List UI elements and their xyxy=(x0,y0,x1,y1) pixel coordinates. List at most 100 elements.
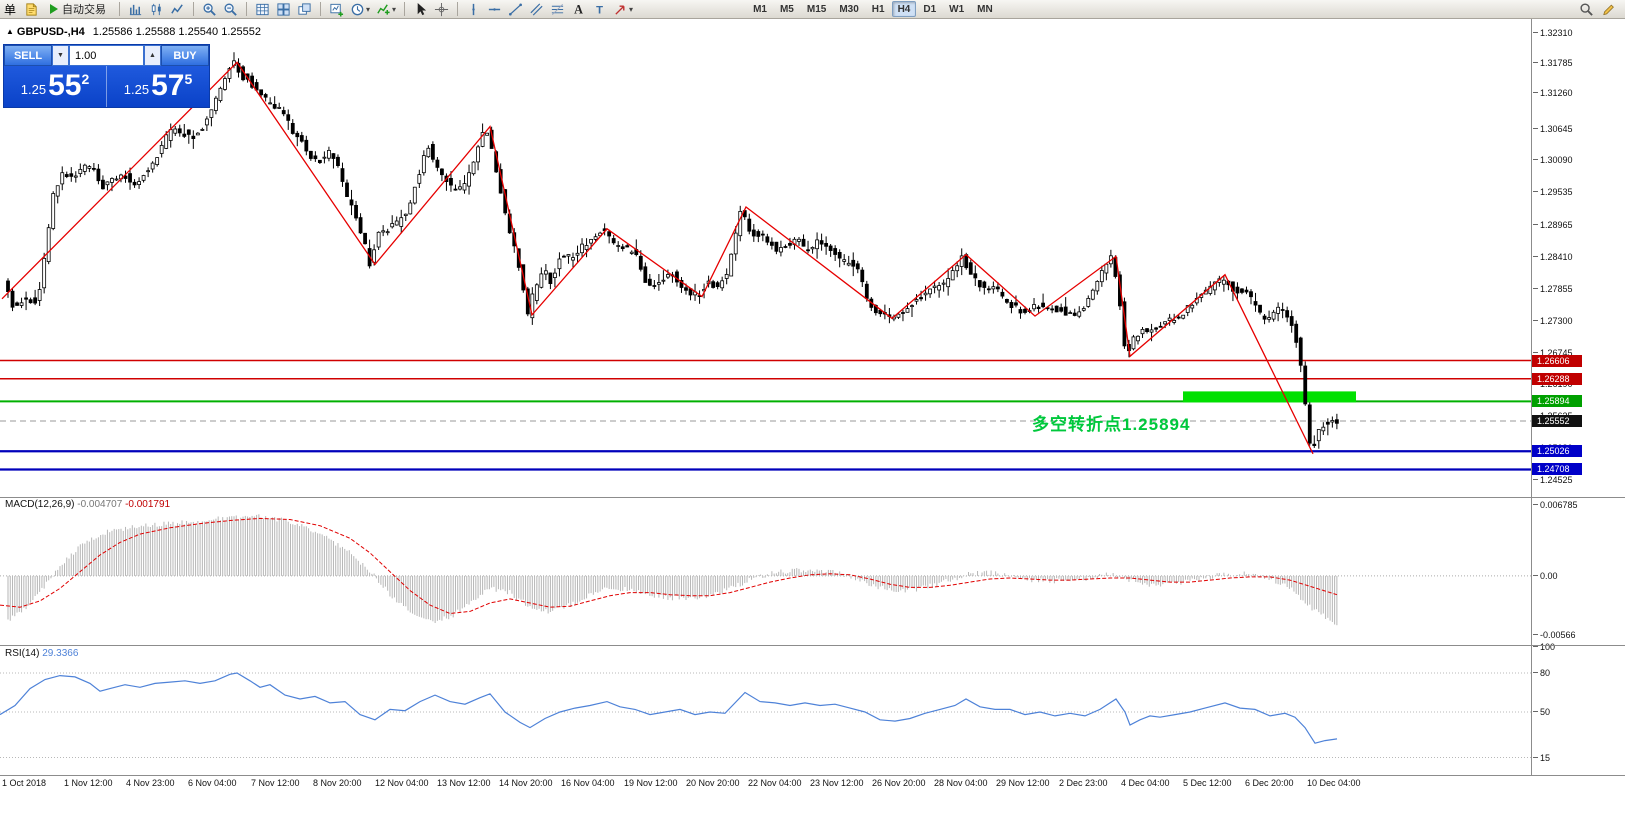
buy-button[interactable]: BUY xyxy=(161,45,209,66)
timeframe-D1-button[interactable]: D1 xyxy=(923,3,937,15)
candlestick-series xyxy=(6,52,1339,449)
chart-annotation-text[interactable]: 多空转折点1.25894 xyxy=(1032,415,1191,434)
toolbar-separator xyxy=(193,2,195,16)
time-axis-label: 2 Dec 23:00 xyxy=(1059,778,1108,788)
pane-splitter[interactable] xyxy=(0,775,1625,776)
toolbar-tile-windows-button[interactable] xyxy=(274,1,293,18)
horizontal-line-icon xyxy=(487,2,502,17)
toolbar-indicators-button[interactable]: ▾ xyxy=(374,1,398,18)
price-tick-label: 1.28410 xyxy=(1533,252,1573,262)
timeframe-W1-button[interactable]: W1 xyxy=(949,3,965,15)
rsi-tick-label: 100 xyxy=(1532,642,1556,652)
rsi-tick-label: 80 xyxy=(1532,668,1551,678)
volume-increase-button[interactable]: ▲ xyxy=(144,45,161,66)
volume-input[interactable] xyxy=(69,45,144,66)
bid-price[interactable]: 1.25 55 2 xyxy=(4,66,106,107)
time-axis-label: 23 Nov 12:00 xyxy=(810,778,864,788)
timeframe-M15-button[interactable]: M15 xyxy=(806,3,827,15)
timeframe-MN-button[interactable]: MN xyxy=(977,3,993,15)
rsi-tick-label: 15 xyxy=(1532,753,1551,763)
timeframe-H1-button[interactable]: H1 xyxy=(871,3,885,15)
time-axis[interactable]: 1 Oct 2018 1 Nov 12:00 4 Nov 23:00 6 Nov 04… xyxy=(0,775,1625,792)
symbol-period: GBPUSD-,H4 xyxy=(16,26,85,38)
price-tick-label: 1.31785 xyxy=(1533,58,1573,68)
toolbar-vertical-line-button[interactable] xyxy=(464,1,483,18)
time-axis-label: 4 Dec 04:00 xyxy=(1121,778,1170,788)
toolbar-horizontal-line-button[interactable] xyxy=(485,1,504,18)
time-axis-label: 7 Nov 12:00 xyxy=(251,778,300,788)
ask-price[interactable]: 1.25 57 5 xyxy=(107,66,209,107)
volume-decrease-button[interactable]: ▼ xyxy=(52,45,69,66)
toolbar-bar-chart-button[interactable] xyxy=(126,1,145,18)
toolbar-equidistant-channel-button[interactable] xyxy=(527,1,546,18)
toolbar-fibonacci-button[interactable] xyxy=(548,1,567,18)
time-axis-label: 6 Nov 04:00 xyxy=(188,778,237,788)
macd-tick-label: 0.006785 xyxy=(1533,500,1578,510)
toolbar-grid-button[interactable] xyxy=(253,1,272,18)
time-axis-label: 13 Nov 12:00 xyxy=(437,778,491,788)
toolbar-cascade-windows-button[interactable] xyxy=(295,1,314,18)
time-axis-label: 19 Nov 12:00 xyxy=(624,778,678,788)
toolbar-zoom-in-button[interactable] xyxy=(200,1,219,18)
time-axis-label: 1 Oct 2018 xyxy=(2,778,47,788)
rsi-chart-canvas[interactable] xyxy=(0,646,1531,775)
toolbar-right-icons xyxy=(1577,1,1618,18)
toolbar-arrows-button[interactable]: ▾ xyxy=(611,1,635,18)
timeframe-H4-button[interactable]: H4 xyxy=(891,1,917,17)
pane-splitter[interactable] xyxy=(0,497,1625,498)
toolbar-line-chart-button[interactable] xyxy=(168,1,187,18)
collapse-marker-icon[interactable]: ▲ xyxy=(6,27,14,36)
ask-big: 57 xyxy=(151,69,185,102)
zigzag-line[interactable] xyxy=(1,61,1314,455)
bid-prefix: 1.25 xyxy=(20,82,47,97)
timeframe-M5-button[interactable]: M5 xyxy=(779,3,794,15)
cursor-icon xyxy=(413,2,428,17)
time-axis-label: 26 Nov 20:00 xyxy=(872,778,926,788)
period-selector-icon xyxy=(350,2,365,17)
toolbar-edit-button[interactable] xyxy=(1599,1,1618,18)
macd-tick-label: 0.00 xyxy=(1533,571,1558,581)
rsi-value: 29.3366 xyxy=(42,648,79,659)
macd-name: MACD(12,26,9) xyxy=(5,499,75,510)
toolbar-separator xyxy=(320,2,322,16)
timeframe-M1-button[interactable]: M1 xyxy=(753,3,767,15)
toolbar-text-button[interactable]: A xyxy=(569,1,588,18)
ask-sup: 5 xyxy=(184,71,193,87)
autotrade-button[interactable]: 自动交易 xyxy=(43,1,113,18)
menu-item[interactable]: 单 xyxy=(4,2,17,17)
price-flag: 1.26606 xyxy=(1532,355,1582,367)
toolbar-candlestick-chart-button[interactable] xyxy=(147,1,166,18)
toolbar-new-order-button[interactable] xyxy=(22,1,41,18)
rsi-label: RSI(14) 29.3366 xyxy=(5,648,78,659)
toolbar-text-label-button[interactable]: T xyxy=(590,1,609,18)
toolbar-period-selector-button[interactable]: ▾ xyxy=(348,1,372,18)
toolbar-crosshair-button[interactable] xyxy=(432,1,451,18)
pane-splitter[interactable] xyxy=(0,645,1625,646)
tile-windows-icon xyxy=(276,2,291,17)
toolbar-trendline-button[interactable] xyxy=(506,1,525,18)
price-tick-label: 1.29535 xyxy=(1533,187,1573,197)
price-chart-canvas[interactable] xyxy=(0,19,1531,497)
price-tick-label: 1.28965 xyxy=(1533,220,1573,230)
sell-button[interactable]: SELL xyxy=(4,45,52,66)
highlight-bar[interactable] xyxy=(1183,391,1356,403)
rsi-name: RSI(14) xyxy=(5,648,40,659)
macd-signal-line xyxy=(0,517,1338,615)
bar-chart-icon xyxy=(128,2,143,17)
toolbar-search-button[interactable] xyxy=(1577,1,1596,18)
equidistant-channel-icon xyxy=(529,2,544,17)
toolbar-separator xyxy=(404,2,406,16)
time-axis-label: 16 Nov 04:00 xyxy=(561,778,615,788)
zoom-out-icon xyxy=(223,2,238,17)
macd-histogram xyxy=(7,514,1338,626)
toolbar-new-chart-button[interactable] xyxy=(327,1,346,18)
macd-signal-value: -0.001791 xyxy=(125,499,171,510)
timeframe-M30-button[interactable]: M30 xyxy=(839,3,859,15)
time-axis-label: 22 Nov 04:00 xyxy=(748,778,802,788)
macd-chart-canvas[interactable] xyxy=(0,498,1531,645)
toolbar-zoom-out-button[interactable] xyxy=(221,1,240,18)
toolbar-cursor-button[interactable] xyxy=(411,1,430,18)
price-axis[interactable]: 1.32310 1.31785 1.31260 1.30645 1.30090 1.295… xyxy=(1531,19,1625,775)
toolbar-separator xyxy=(119,2,121,16)
